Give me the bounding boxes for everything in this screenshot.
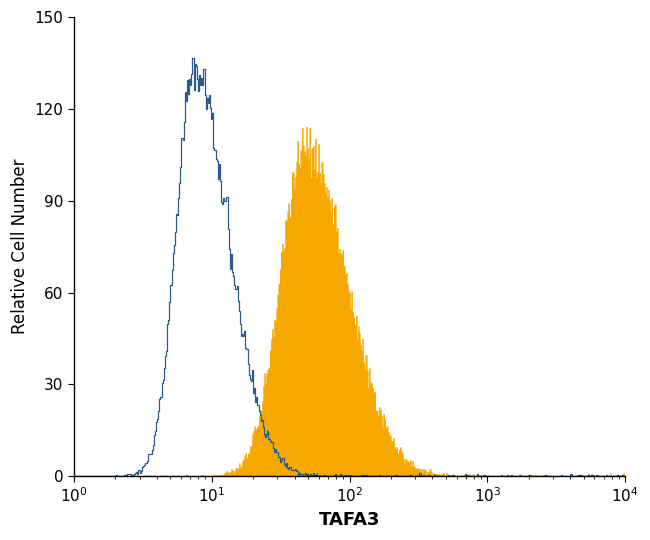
- X-axis label: TAFA3: TAFA3: [318, 511, 380, 529]
- Y-axis label: Relative Cell Number: Relative Cell Number: [11, 159, 29, 334]
